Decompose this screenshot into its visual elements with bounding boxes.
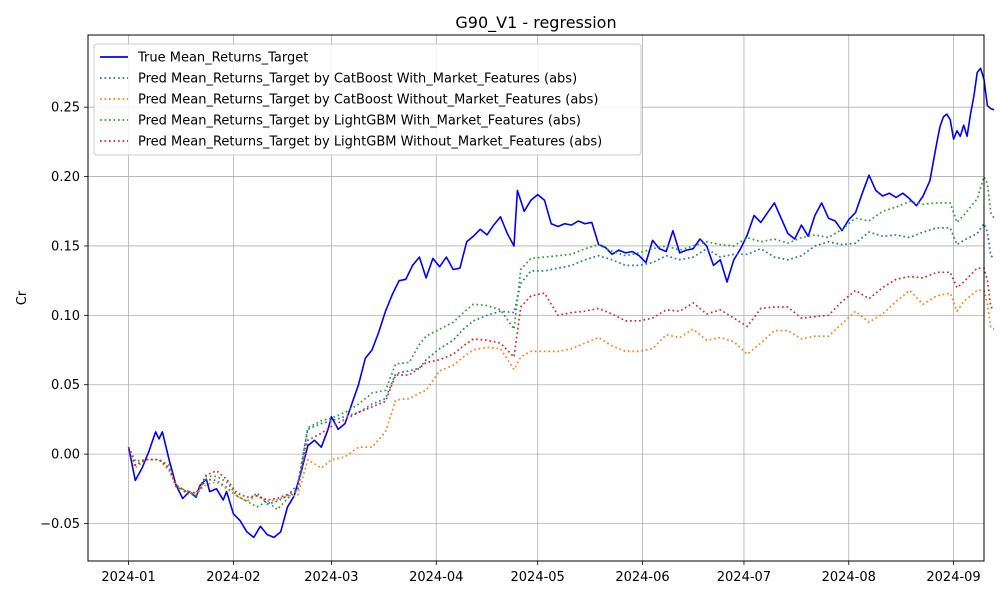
- chart-title: G90_V1 - regression: [455, 13, 616, 33]
- x-tick-label: 2024-04: [409, 570, 463, 585]
- y-tick-label: 0.25: [51, 101, 80, 116]
- series-line-0: [127, 67, 995, 539]
- y-tick-label: 0.00: [51, 448, 80, 463]
- legend-label-2: Pred Mean_Returns_Target by CatBoost Wit…: [138, 93, 598, 108]
- x-tick-label: 2024-07: [717, 570, 771, 585]
- plot-frame: [87, 34, 985, 562]
- legend-label-1: Pred Mean_Returns_Target by CatBoost Wit…: [138, 72, 577, 87]
- x-tick-label: 2024-08: [822, 570, 876, 585]
- y-tick-label: 0.10: [51, 309, 80, 324]
- y-tick-label: 0.05: [51, 378, 80, 393]
- x-tick-label: 2024-02: [206, 570, 260, 585]
- legend-label-4: Pred Mean_Returns_Target by LightGBM Wit…: [138, 135, 602, 150]
- y-axis-label: Cr: [15, 290, 30, 305]
- x-tick-label: 2024-03: [304, 570, 358, 585]
- legend-label-0: True Mean_Returns_Target: [137, 51, 308, 66]
- series-line-4: [127, 267, 995, 501]
- y-tick-label: 0.20: [51, 170, 80, 185]
- x-tick-label: 2024-01: [101, 570, 155, 585]
- legend-box: [93, 43, 642, 156]
- series-line-2: [127, 289, 995, 503]
- x-tick-label: 2024-06: [615, 570, 669, 585]
- axis-ticks: 2024-01 2024-02 2024-03 2024-04 2024-05 2024-…: [40, 101, 981, 585]
- x-tick-label: 2024-05: [511, 570, 565, 585]
- y-tick-label: −0.05: [40, 517, 80, 532]
- x-tick-label: 2024-09: [926, 570, 980, 585]
- legend-label-3: Pred Mean_Returns_Target by LightGBM Wit…: [138, 114, 581, 129]
- legend: True Mean_Returns_Target Pred Mean_Return…: [93, 43, 642, 156]
- y-tick-label: 0.15: [51, 239, 80, 254]
- series-layer: [127, 67, 995, 539]
